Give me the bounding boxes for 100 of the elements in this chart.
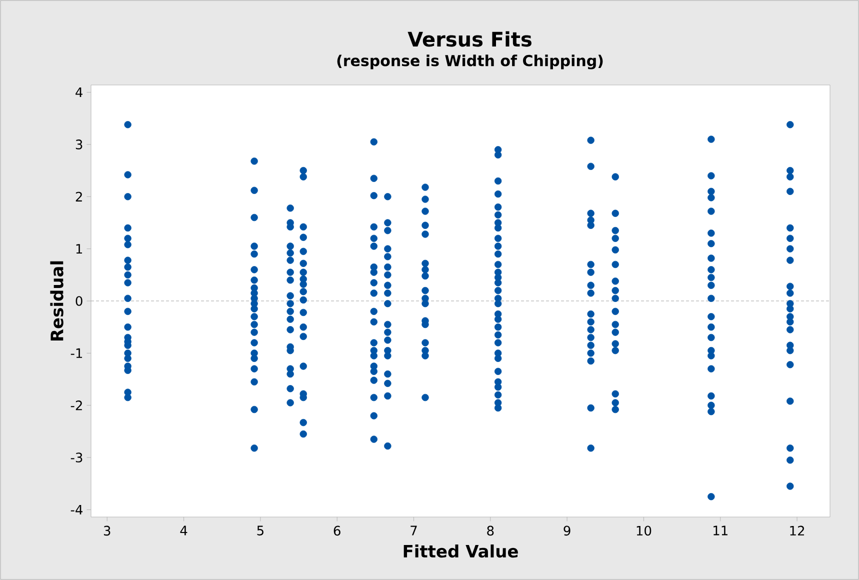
x-tick-label: 10 [636,526,652,536]
point [370,412,378,420]
point [786,326,794,334]
point [250,186,258,194]
point [370,368,378,376]
point [786,282,794,290]
point [300,323,307,331]
point [494,234,502,242]
x-tick-label: 12 [790,526,804,536]
x-tick-label: 9 [564,526,570,536]
point [300,234,307,241]
x-tick-label: 7 [410,526,417,536]
point [494,203,502,211]
point [422,352,429,360]
x-axis-title: Fitted Value [404,544,518,558]
point [587,162,594,170]
point [422,208,429,215]
point [124,294,132,302]
y-tick-label: -4 [70,504,82,514]
point [370,223,378,230]
point [384,263,392,271]
point [786,318,794,326]
point [300,288,307,296]
point [286,276,294,284]
point [587,282,594,289]
point [384,380,392,388]
y-tick-label: 0 [76,296,82,306]
point [286,204,294,212]
point [286,308,294,316]
point [708,408,715,416]
point [370,376,378,384]
point [370,436,378,443]
point [587,318,594,326]
point [494,404,502,412]
point [300,223,307,230]
point [384,300,392,308]
point [494,250,502,258]
point [124,271,132,278]
point [422,266,429,274]
point [300,332,307,340]
point [786,173,794,180]
point [708,240,715,248]
point [370,138,378,146]
x-tick-label: 3 [104,526,110,536]
point [300,430,307,438]
point [612,399,619,406]
point [384,320,392,328]
point [250,313,258,320]
point [708,172,715,180]
point [708,194,715,202]
x-tick-label: 4 [180,526,188,536]
x-tick-label: 5 [257,526,264,536]
point [300,260,307,268]
point [786,234,794,242]
point [300,362,307,370]
point [286,316,294,323]
x-tick-label: 11 [714,526,728,536]
point [587,268,594,276]
point [587,357,594,365]
point [250,242,258,250]
point [286,399,294,406]
point [286,292,294,300]
x-tick-label: 6 [334,526,340,536]
point [300,418,307,426]
point [494,383,502,391]
point [494,300,502,308]
point [494,316,502,323]
point [124,256,132,264]
point [286,326,294,334]
point [384,193,392,200]
point [124,394,132,402]
y-axis-title: Residual [50,261,64,340]
point [587,444,594,452]
point [422,260,429,268]
chart-title: Versus Fits [408,31,532,47]
point [370,318,378,326]
point [370,234,378,242]
point [708,334,715,342]
point [384,290,392,297]
point [786,305,794,312]
point [587,326,594,334]
point [708,365,715,372]
point [286,242,294,250]
point [708,352,715,360]
point [587,290,594,297]
point [494,190,502,198]
point [300,173,307,180]
point [250,406,258,414]
point [124,323,132,331]
point [124,308,132,316]
point [286,249,294,257]
y-tick-label: -1 [70,348,82,358]
point [124,279,132,286]
point [384,282,392,289]
point [422,222,429,229]
point [494,368,502,376]
point [786,290,794,297]
point [786,398,794,405]
point [124,354,132,362]
point [786,444,794,452]
